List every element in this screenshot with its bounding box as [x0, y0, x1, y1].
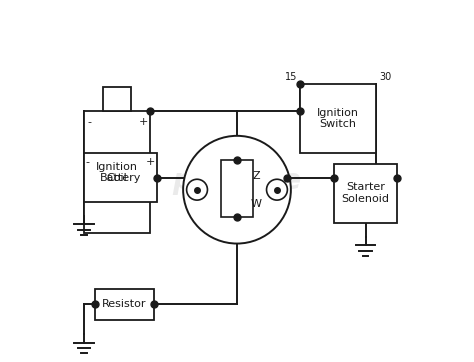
Bar — [300, 84, 376, 153]
Text: -: - — [88, 117, 91, 127]
Text: W: W — [251, 199, 262, 209]
Bar — [334, 164, 397, 223]
Text: Starter
Solenoid: Starter Solenoid — [342, 182, 390, 204]
Text: Ignition
Coil: Ignition Coil — [96, 161, 138, 183]
Text: plToAcle: plToAcle — [173, 167, 301, 195]
Text: Ignition
Switch: Ignition Switch — [317, 108, 359, 129]
Bar — [94, 289, 154, 320]
Text: -: - — [86, 157, 90, 167]
Bar — [84, 153, 157, 202]
Text: 30: 30 — [380, 72, 392, 83]
Bar — [221, 160, 253, 218]
Circle shape — [187, 179, 208, 200]
Circle shape — [266, 179, 287, 200]
Bar — [84, 111, 150, 233]
Text: 15: 15 — [285, 72, 298, 83]
Text: Resistor: Resistor — [102, 299, 146, 310]
Text: Z: Z — [252, 171, 260, 181]
Text: +: + — [146, 157, 155, 167]
Bar — [103, 87, 131, 111]
Circle shape — [183, 136, 291, 244]
Text: Battery: Battery — [100, 173, 141, 182]
Text: +: + — [139, 117, 148, 127]
